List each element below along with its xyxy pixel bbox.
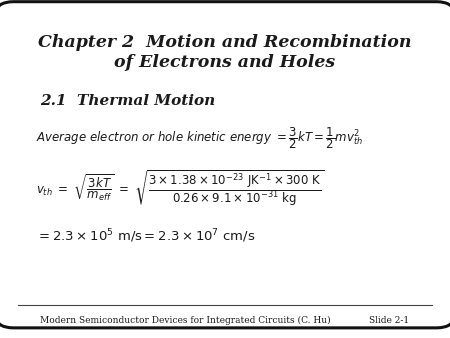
Text: $=2.3\times 10^{5}\ \mathrm{m/s}=2.3\times 10^{7}\ \mathrm{cm/s}$: $=2.3\times 10^{5}\ \mathrm{m/s}=2.3\tim…	[36, 228, 256, 245]
Text: Modern Semiconductor Devices for Integrated Circuits (C. Hu): Modern Semiconductor Devices for Integra…	[40, 316, 331, 325]
Text: Chapter 2  Motion and Recombination: Chapter 2 Motion and Recombination	[38, 34, 412, 51]
FancyBboxPatch shape	[0, 2, 450, 328]
Text: $\mathit{Average\ electron\ or\ hole\ kinetic\ energy}\ =\dfrac{3}{2}kT=\dfrac{1: $\mathit{Average\ electron\ or\ hole\ ki…	[36, 125, 363, 151]
Text: Slide 2-1: Slide 2-1	[369, 316, 410, 325]
Text: of Electrons and Holes: of Electrons and Holes	[114, 54, 336, 71]
Text: 2.1  Thermal Motion: 2.1 Thermal Motion	[40, 94, 216, 108]
Text: $v_{th}\ =\ \sqrt{\dfrac{3kT}{m_{\mathit{eff}}}}\ =\ \sqrt{\dfrac{3\times 1.38\t: $v_{th}\ =\ \sqrt{\dfrac{3kT}{m_{\mathit…	[36, 168, 324, 208]
